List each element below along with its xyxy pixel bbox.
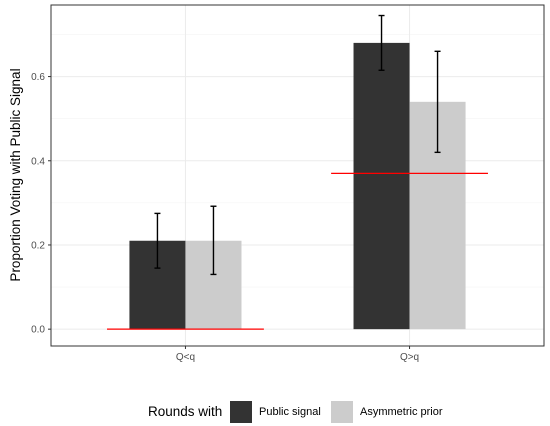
legend-label-public-signal: Public signal [259,406,321,418]
error-bars [154,14,441,276]
reference-lines [107,172,488,330]
y-axis-title: Proportion Voting with Public Signal [8,68,23,281]
y-tick-label: 0.4 [31,156,45,167]
y-axis: 0.0 0.2 0.4 0.6 [31,72,51,336]
x-tick-label: Q>q [400,352,419,363]
y-tick-label: 0.0 [31,325,45,336]
x-tick-label: Q<q [176,352,195,363]
panel-border [50,4,545,347]
error-bar [154,212,161,269]
legend-label-asymmetric-prior: Asymmetric prior [360,406,443,418]
legend: Rounds with Public signal Asymmetric pri… [148,401,443,423]
legend-key-public-signal [230,401,252,423]
legend-key-asymmetric-prior [331,401,353,423]
bar [353,42,410,330]
error-bar [210,205,217,276]
error-bar [378,14,385,71]
legend-title: Rounds with [148,404,222,419]
y-tick-label: 0.2 [31,240,45,251]
x-axis: Q<q Q>q [176,346,419,363]
y-tick-label: 0.6 [31,72,45,83]
panel-background [51,5,544,346]
error-bar [434,50,441,154]
